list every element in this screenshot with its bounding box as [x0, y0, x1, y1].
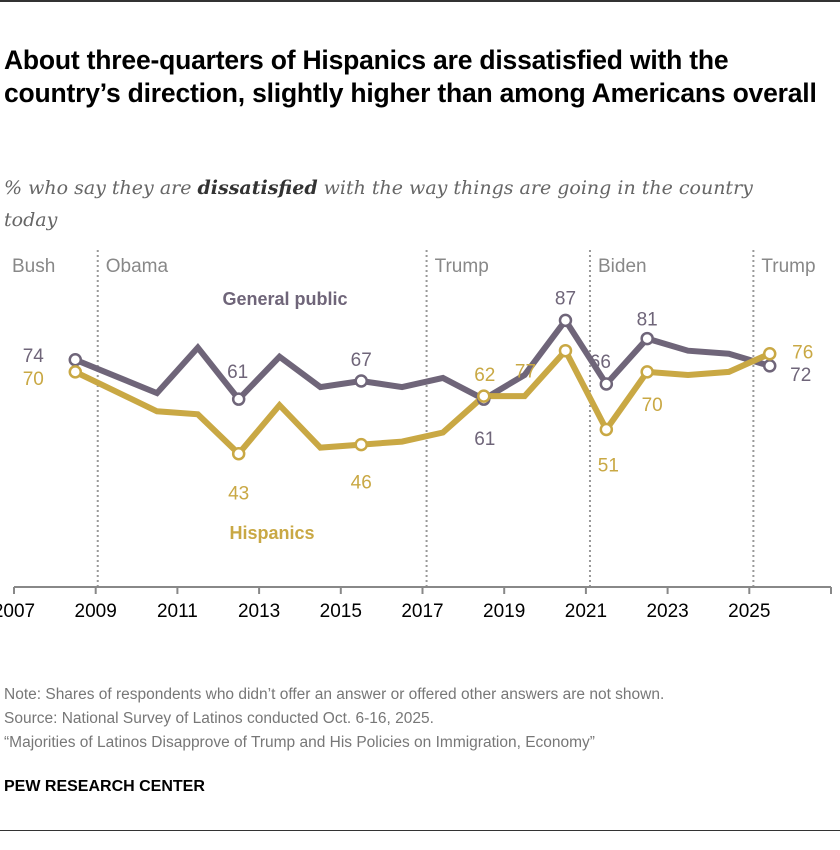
era-label: Biden: [598, 256, 647, 277]
data-label: 74: [23, 346, 45, 367]
data-point: [640, 365, 654, 379]
top-rule: [0, 0, 840, 2]
x-tick-label: 2009: [75, 601, 117, 622]
data-label: 61: [474, 429, 495, 450]
era-label: Trump: [435, 256, 489, 277]
data-point: [354, 437, 368, 452]
pew-logo: PEW RESEARCH CENTER: [4, 778, 205, 795]
data-label: 87: [555, 288, 576, 309]
era-label: Obama: [106, 256, 169, 277]
data-point: [599, 422, 614, 437]
series-line-general-public: [74, 315, 771, 404]
era-label: Trump: [761, 256, 815, 277]
data-point: [762, 359, 777, 373]
x-tick-label: 2013: [238, 601, 280, 622]
data-label: 61: [227, 362, 248, 383]
data-label: 46: [351, 473, 372, 494]
data-point: [354, 374, 368, 388]
note-text: Note: Shares of respondents who didn’t o…: [4, 686, 665, 703]
data-label: 76: [792, 343, 813, 364]
data-label: 77: [515, 362, 536, 383]
data-point: [558, 343, 573, 358]
x-tick-label: 2017: [401, 601, 443, 622]
x-tick-label: 2007: [0, 601, 35, 622]
data-point: [762, 346, 777, 361]
series-label-hispanics: Hispanics: [229, 523, 314, 543]
x-tick-label: 2025: [728, 601, 770, 622]
data-point: [599, 377, 614, 391]
subtitle-pre: % who say they are: [4, 177, 198, 199]
data-label: 43: [228, 484, 249, 505]
chart-subtitle: % who say they are dissatisfied with the…: [4, 172, 784, 236]
data-label: 70: [642, 395, 663, 416]
data-label: 66: [590, 352, 611, 373]
data-label: 72: [790, 365, 811, 386]
data-point: [558, 313, 573, 328]
x-tick-label: 2023: [646, 601, 688, 622]
subtitle-bold: dissatisfied: [197, 177, 318, 199]
series-line-hispanics: [73, 345, 771, 459]
source-text: Source: National Survey of Latinos condu…: [4, 710, 434, 727]
data-point: [68, 365, 83, 379]
bottom-rule: [0, 830, 840, 831]
data-label: 81: [637, 310, 658, 331]
data-point: [231, 392, 246, 406]
subtitle-post: with the way things are going in the cou…: [4, 177, 753, 231]
report-title: “Majorities of Latinos Disapprove of Tru…: [4, 734, 595, 751]
x-tick-label: 2019: [483, 601, 525, 622]
data-point: [231, 446, 246, 461]
data-label: 62: [474, 365, 495, 386]
notes: Note: Shares of respondents who didn’t o…: [4, 683, 834, 755]
era-label: Bush: [12, 256, 55, 277]
data-point: [477, 389, 491, 403]
x-tick-label: 2011: [157, 601, 198, 622]
data-label: 70: [23, 369, 44, 390]
data-point: [640, 331, 654, 346]
data-label: 67: [351, 350, 372, 371]
chart-title: About three-quarters of Hispanics are di…: [4, 45, 817, 108]
series-label-general-public: General public: [222, 289, 347, 309]
x-tick-label: 2021: [565, 601, 607, 622]
data-point: [68, 353, 83, 367]
data-label: 51: [598, 455, 619, 476]
x-tick-label: 2015: [320, 601, 362, 622]
